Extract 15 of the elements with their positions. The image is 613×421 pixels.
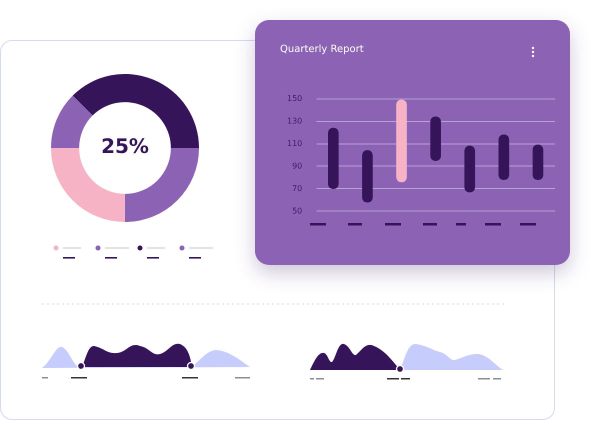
y-tick-label: 110 [286, 138, 302, 148]
bar [464, 146, 476, 192]
y-tick-label: 90 [292, 161, 302, 170]
chart-title: Quarterly Report [280, 44, 364, 55]
bar [396, 100, 407, 182]
y-tick-label: 70 [292, 184, 302, 193]
y-tick-label: 50 [292, 206, 302, 216]
y-tick-label: 130 [286, 116, 302, 126]
bar [328, 128, 339, 190]
bar [362, 150, 373, 203]
bar [498, 134, 510, 180]
y-tick-label: 150 [286, 94, 302, 103]
bar [532, 144, 544, 180]
text: 25% [101, 134, 149, 158]
bar [430, 116, 441, 161]
